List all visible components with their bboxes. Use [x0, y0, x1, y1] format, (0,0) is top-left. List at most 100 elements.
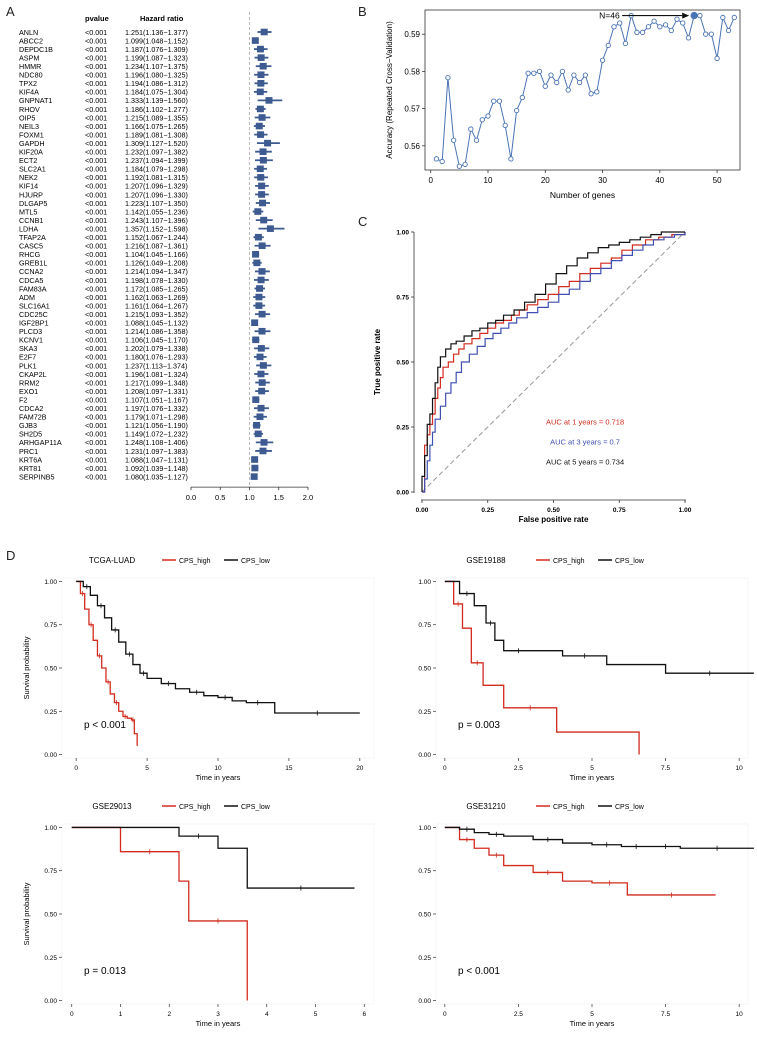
forest-pvalue-label: <0.001	[85, 36, 107, 45]
chart-b-x-tick-label: 0	[429, 176, 434, 185]
km-chart-gse29013: GSE29013 CPS_high CPS_low 0.00 0.25 0.50 0.75 1…	[22, 802, 375, 1028]
forest-hr-label: 1.149(1.072−1.232)	[125, 430, 188, 439]
forest-gene-label: FAM83A	[19, 284, 47, 293]
forest-hr-box	[266, 225, 274, 232]
forest-pvalue-label: <0.001	[85, 438, 107, 447]
forest-hr-label: 1.180(1.076−1.293)	[125, 353, 188, 362]
chart-b-point	[531, 70, 537, 76]
panel-letter-a: A	[6, 4, 15, 19]
forest-hr-box	[256, 105, 264, 113]
km-y-tick-label: 0.75	[44, 622, 57, 629]
forest-hr-label: 1.198(1.078−1.330)	[125, 276, 188, 285]
km-y-tick-label: 0.75	[418, 868, 431, 875]
chart-b-point	[617, 20, 623, 26]
km-chart-gse31210: GSE31210 CPS_high CPS_low 0.00 0.25 0.50 0.75 1…	[418, 802, 754, 1028]
forest-gene-label: CCNA2	[19, 267, 43, 276]
km-x-tick-label: 15	[285, 765, 293, 772]
chart-b-point	[502, 122, 508, 128]
forest-hr-label: 1.126(1.049−1.208)	[125, 259, 188, 268]
forest-hr-box	[255, 122, 263, 130]
km-y-tick-label: 0.25	[44, 709, 57, 716]
forest-hr-box	[256, 353, 264, 361]
forest-hr-label: 1.194(1.086−1.312)	[125, 79, 188, 88]
chart-b-point	[582, 72, 589, 78]
forest-hr-label: 1.161(1.064−1.267)	[125, 301, 188, 310]
forest-pvalue-label: <0.001	[85, 199, 107, 208]
forest-hr-label: 1.199(1.087−1.323)	[125, 53, 188, 62]
forest-gene-label: FOXM1	[19, 130, 44, 139]
forest-gene-label: RHOV	[19, 105, 40, 114]
chart-b-point	[491, 98, 497, 104]
km-x-tick-label: 4	[265, 1011, 269, 1018]
chart-c-x-tick-label: 1.00	[679, 507, 692, 514]
forest-gene-label: NDC80	[19, 71, 43, 80]
chart-b-point	[559, 68, 566, 75]
forest-hr-box	[256, 285, 264, 292]
forest-hr-box	[251, 37, 259, 44]
chart-b-point	[611, 24, 617, 30]
forest-hr-box	[251, 456, 259, 463]
chart-b-point	[685, 35, 692, 41]
forest-hr-box	[257, 80, 265, 87]
forest-gene-label: KIF14	[19, 182, 38, 191]
km-x-tick-label: 10	[736, 765, 744, 772]
forest-gene-label: HJURP	[19, 190, 43, 199]
km-y-tick-label: 0.00	[418, 998, 431, 1005]
chart-b-point	[565, 87, 571, 93]
chart-b-point	[445, 75, 451, 81]
forest-gene-label: DLGAP5	[19, 199, 47, 208]
chart-b-frame	[424, 9, 741, 171]
forest-hr-label: 1.104(1.045−1.166)	[125, 250, 188, 259]
chart-c-y-tick-label: 0.25	[396, 425, 409, 432]
forest-hr-box	[256, 413, 264, 421]
forest-hr-box	[260, 216, 268, 224]
forest-pvalue-label: <0.001	[85, 395, 107, 404]
forest-hr-label: 1.333(1.139−1.560)	[125, 96, 188, 105]
forest-pvalue-label: <0.001	[85, 284, 107, 293]
km-pvalue: p = 0.003	[458, 720, 500, 731]
forest-hr-box	[253, 259, 261, 267]
km-x-label: Time in years	[196, 1019, 241, 1028]
forest-hr-label: 1.152(1.067−1.244)	[125, 233, 188, 242]
forest-pvalue-label: <0.001	[85, 173, 107, 182]
chart-b-point	[542, 83, 548, 89]
forest-hr-label: 1.172(1.085−1.265)	[125, 284, 188, 293]
km-legend-label: CPS_low	[241, 804, 271, 811]
forest-hr-box	[257, 131, 265, 138]
forest-hr-label: 1.186(1.102−1.277)	[125, 105, 188, 114]
km-legend-label: CPS_low	[615, 558, 645, 565]
km-y-tick-label: 1.00	[44, 825, 57, 832]
forest-hr-label: 1.107(1.051−1.167)	[125, 395, 188, 404]
km-y-tick-label: 0.75	[44, 868, 57, 875]
forest-gene-label: OIP5	[19, 113, 35, 122]
forest-gene-label: ARHGAP11A	[19, 438, 62, 447]
forest-gene-label: E2F7	[19, 353, 36, 362]
chart-b-point	[513, 107, 520, 114]
forest-gene-label: KRT6A	[19, 455, 42, 464]
forest-gene-label: ASPM	[19, 53, 39, 62]
forest-hr-box	[259, 62, 267, 70]
forest-hr-label: 1.215(1.093−1.352)	[125, 310, 188, 319]
forest-pvalue-label: <0.001	[85, 224, 107, 233]
forest-hr-label: 1.234(1.107−1.375)	[125, 62, 188, 71]
km-y-tick-label: 1.00	[418, 825, 431, 832]
forest-gene-label: GNPNAT1	[19, 96, 52, 105]
forest-hr-box	[255, 302, 263, 309]
forest-gene-label: CCNB1	[19, 216, 43, 225]
forest-hr-box	[256, 45, 264, 53]
chart-b-y-tick-label: 0.56	[404, 142, 420, 151]
forest-hr-box	[254, 208, 262, 215]
chart-b-point	[697, 12, 703, 19]
forest-gene-label: EXO1	[19, 387, 38, 396]
forest-hr-box	[253, 422, 261, 429]
km-legend-label: CPS_low	[241, 558, 271, 565]
forest-hr-box	[257, 276, 265, 284]
forest-pvalue-label: <0.001	[85, 165, 107, 174]
km-y-tick-label: 1.00	[44, 579, 57, 586]
forest-hr-label: 1.106(1.045−1.170)	[125, 336, 188, 345]
forest-hr-label: 1.099(1.048−1.152)	[125, 36, 188, 45]
forest-hr-box	[265, 97, 273, 104]
chart-b-point	[634, 29, 640, 35]
km-x-tick-label: 0	[70, 1011, 74, 1018]
chart-b-highlight-point	[690, 11, 698, 20]
